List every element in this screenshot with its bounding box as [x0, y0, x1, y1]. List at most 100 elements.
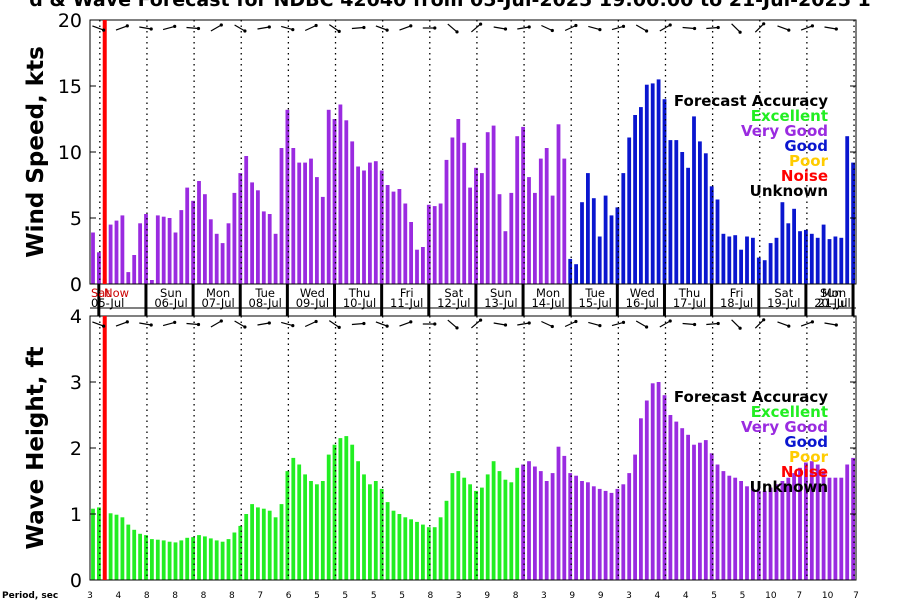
bar-very-good — [644, 400, 649, 580]
direction-arrowhead — [527, 25, 531, 29]
legend-item-good: Good — [784, 137, 828, 155]
bar-good — [727, 236, 732, 284]
y-tick-label: 0 — [70, 274, 82, 296]
direction-arrow — [447, 23, 458, 33]
period-value: 5 — [342, 591, 348, 600]
direction-arrow — [754, 23, 765, 33]
direction-arrowhead — [243, 29, 247, 33]
bar-good — [615, 207, 620, 284]
bar-very-good — [438, 203, 443, 284]
direction-arrow — [471, 319, 481, 329]
y-tick-label: 2 — [70, 438, 82, 460]
bar-very-good — [368, 162, 372, 284]
bar-good — [633, 115, 637, 284]
bar-very-good — [197, 181, 201, 284]
bar-very-good — [656, 382, 661, 580]
bar-excellent — [444, 500, 449, 580]
direction-arrow — [375, 321, 388, 327]
bar-good — [621, 173, 626, 284]
date-label: 07-Jul — [201, 296, 234, 310]
direction-arrowhead — [196, 26, 201, 31]
bar-excellent — [491, 461, 496, 580]
direction-arrowhead — [598, 28, 602, 32]
bar-very-good — [126, 272, 131, 284]
direction-arrow — [682, 26, 695, 30]
direction-arrow — [399, 25, 412, 31]
bar-very-good — [562, 455, 567, 580]
day-of-week-label: Sat — [91, 286, 110, 300]
bar-very-good — [774, 484, 779, 580]
direction-arrow — [234, 320, 246, 328]
direction-arrowhead — [385, 324, 389, 328]
bar-very-good — [786, 477, 791, 580]
direction-arrow — [706, 26, 719, 30]
bar-good — [586, 173, 590, 284]
bar-very-good — [609, 492, 614, 580]
direction-arrow — [800, 25, 813, 31]
bar-excellent — [403, 517, 408, 580]
period-value: 5 — [314, 591, 320, 600]
bar-very-good — [114, 220, 119, 284]
bar-excellent — [226, 539, 231, 580]
bar-excellent — [326, 454, 331, 580]
period-value: 10 — [822, 591, 834, 600]
panel-1: 0 1 2 3 4 Wave Height, ft Forecast AccuracyExc… — [23, 306, 857, 592]
bar-excellent — [515, 467, 520, 580]
bar-very-good — [550, 473, 555, 580]
direction-arrowhead — [362, 321, 366, 326]
bar-very-good — [603, 490, 608, 580]
bar-very-good — [303, 162, 307, 284]
bar-very-good — [521, 464, 525, 580]
day-of-week-label: Thu — [348, 286, 371, 300]
direction-arrowhead — [834, 27, 838, 31]
bar-excellent — [462, 477, 467, 580]
direction-arrow — [186, 322, 199, 326]
day-of-week-label: Tue — [584, 286, 605, 300]
bar-good — [703, 153, 708, 284]
bar-good — [597, 236, 602, 284]
y-tick-label: 10 — [58, 142, 82, 164]
bar-very-good — [150, 280, 154, 284]
bar-very-good — [698, 442, 702, 580]
bar-very-good — [462, 142, 467, 284]
panel-0: 0 5 10 15 20 Wind Speed, kts Forecast Accuracy… — [23, 10, 857, 296]
bar-excellent — [421, 524, 425, 580]
bar-excellent — [238, 525, 243, 580]
direction-arrowhead — [455, 30, 459, 34]
bar-very-good — [338, 104, 343, 284]
bar-excellent — [426, 527, 431, 580]
direction-arrow — [731, 23, 741, 33]
direction-arrow — [328, 320, 340, 328]
bar-very-good — [485, 132, 490, 284]
bar-excellent — [397, 514, 402, 580]
bar-very-good — [497, 194, 502, 284]
direction-arrow — [493, 322, 506, 326]
direction-arrowhead — [810, 24, 815, 28]
bar-very-good — [379, 170, 384, 284]
bar-excellent — [203, 536, 207, 580]
bar-excellent — [415, 521, 419, 580]
bar-very-good — [680, 428, 685, 580]
bar-very-good — [250, 182, 254, 284]
direction-arrowhead — [834, 323, 838, 327]
day-separator — [851, 284, 855, 316]
bar-very-good — [503, 231, 508, 284]
bar-very-good — [798, 467, 802, 580]
day-of-week-label: Mon — [822, 286, 846, 300]
direction-arrow — [588, 321, 601, 327]
bar-excellent — [244, 514, 249, 580]
period-value: 9 — [569, 591, 575, 600]
direction-arrow — [328, 24, 340, 32]
bar-excellent — [468, 484, 472, 580]
period-value: 7 — [853, 591, 859, 600]
direction-arrowhead — [149, 27, 153, 31]
day-separator — [380, 284, 384, 316]
bar-very-good — [144, 214, 148, 284]
bar-very-good — [203, 194, 207, 284]
bar-excellent — [503, 479, 508, 580]
bar-very-good — [480, 173, 484, 284]
bar-very-good — [756, 490, 761, 580]
bar-excellent — [350, 444, 355, 580]
period-value: 9 — [484, 591, 490, 600]
